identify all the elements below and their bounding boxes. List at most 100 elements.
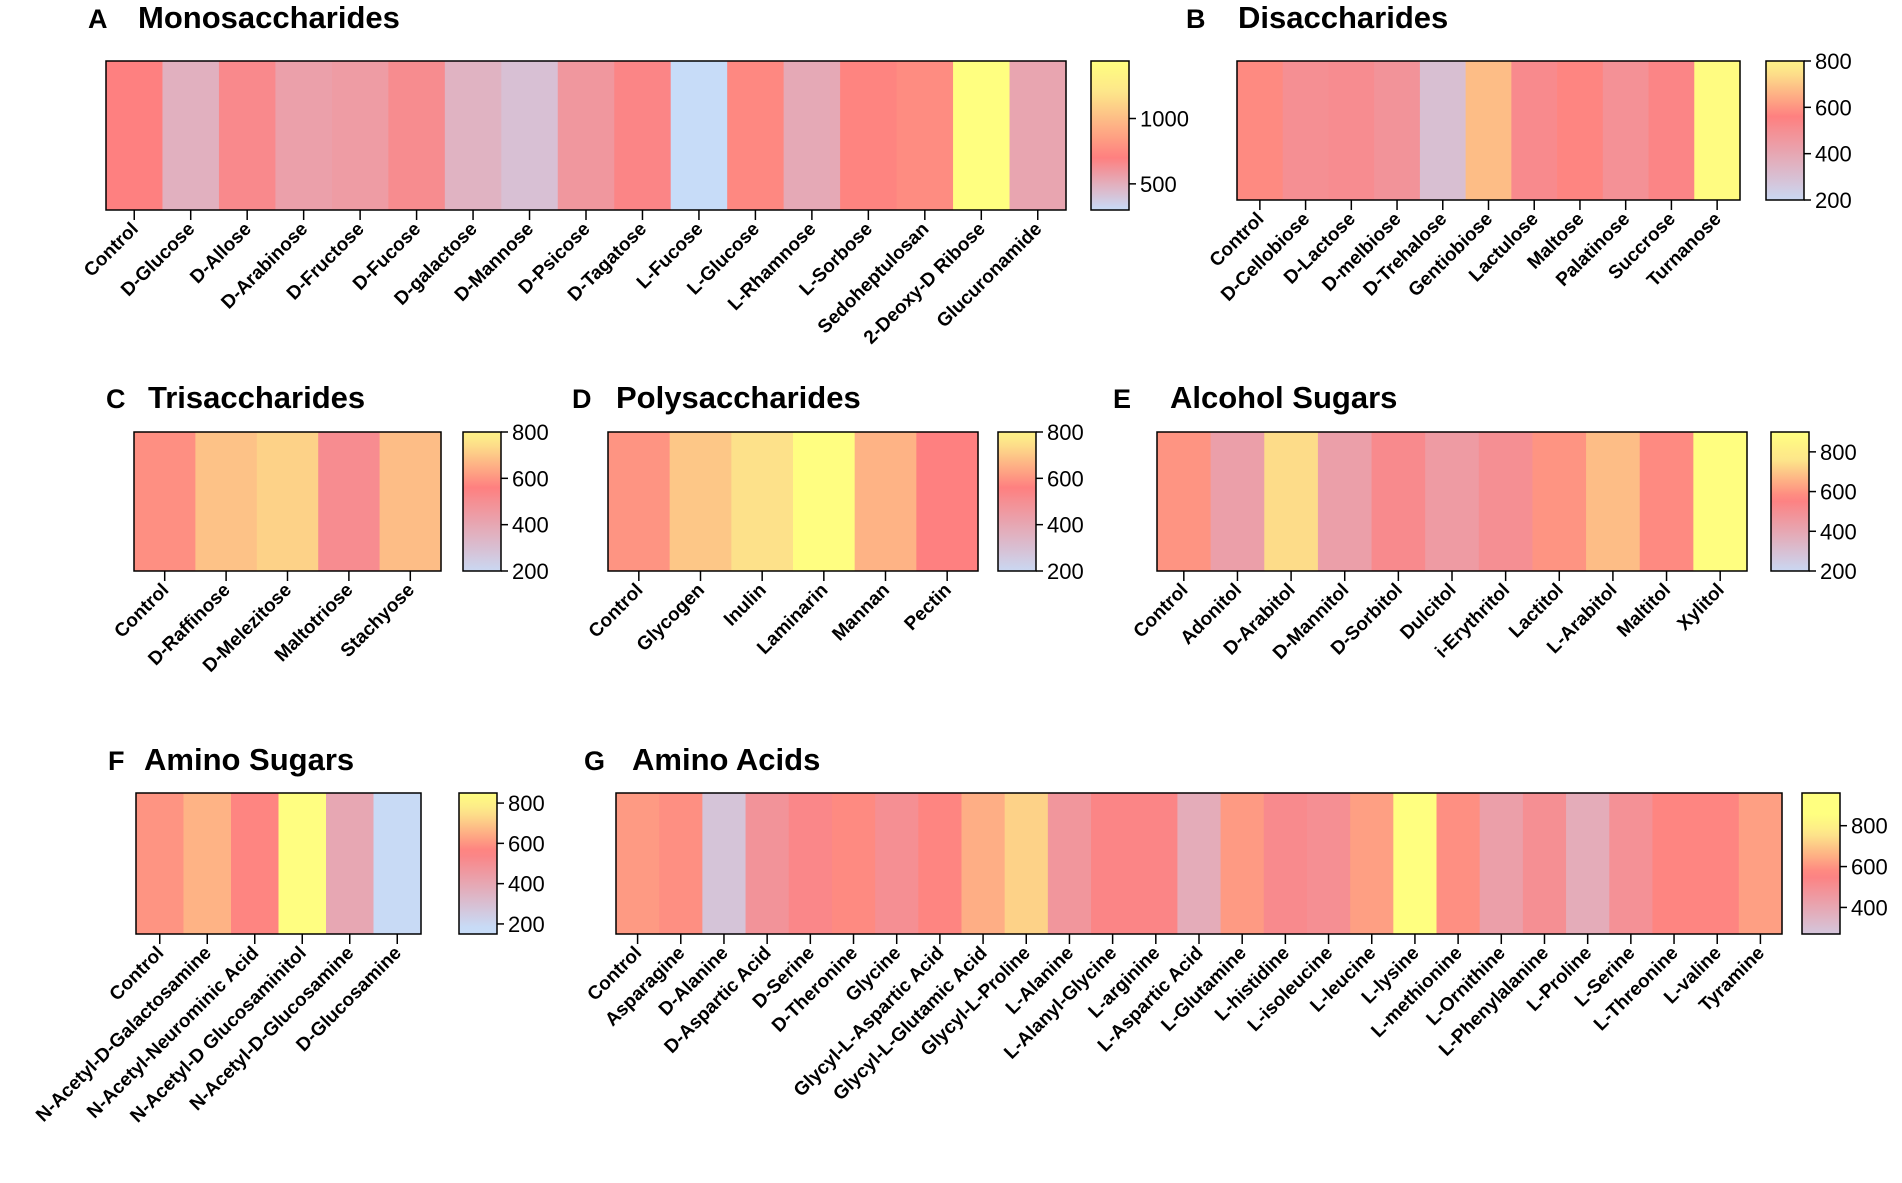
colorbar-tick-label: 1000 <box>1140 107 1189 132</box>
heatmap-cell <box>183 793 232 934</box>
colorbar-tick-label: 200 <box>512 559 549 584</box>
heatmap-cell <box>745 793 790 934</box>
category-label: Control <box>585 580 648 643</box>
colorbar <box>997 431 1037 572</box>
heatmap-cell <box>195 432 258 571</box>
heatmap-cell <box>1602 61 1650 200</box>
heatmap-cell <box>1425 432 1480 571</box>
heatmap-cell <box>1586 432 1641 571</box>
panel-letter: E <box>1113 384 1131 414</box>
heatmap-cell <box>1465 61 1512 200</box>
heatmap-cell <box>793 432 856 571</box>
heatmap-cell <box>1478 432 1534 571</box>
colorbar-tick-label: 200 <box>1815 188 1852 213</box>
heatmap-cell <box>1009 61 1067 210</box>
heatmap-cell <box>1648 61 1695 200</box>
colorbar-tick-label: 600 <box>1851 855 1888 880</box>
heatmap-cell <box>1282 61 1330 200</box>
colorbar <box>1090 60 1130 211</box>
colorbar-tick-label: 600 <box>508 831 545 856</box>
category-label: Glucuronamide <box>933 219 1046 332</box>
heatmap-cell <box>1220 793 1265 934</box>
heatmap-cell <box>1328 61 1375 200</box>
colorbar-tick-label: 400 <box>1815 142 1852 167</box>
heatmap-cell <box>134 432 196 571</box>
heatmap-cell <box>831 793 876 934</box>
heatmap-cell <box>840 61 898 210</box>
heatmap-frame <box>135 792 422 935</box>
heatmap-cell <box>1004 793 1049 934</box>
category-label: Mannan <box>828 580 894 646</box>
heatmap-cell <box>318 432 381 571</box>
heatmap-cell <box>614 61 672 210</box>
heatmap-cell <box>162 61 220 210</box>
heatmap-cell <box>953 61 1011 210</box>
heatmap-cell <box>783 61 841 210</box>
heatmap-cell <box>788 793 833 934</box>
heatmap-cell <box>1419 61 1467 200</box>
category-label: Control <box>111 580 174 643</box>
colorbar-tick-label: 200 <box>1047 559 1084 584</box>
colorbar-tick-label: 400 <box>1047 513 1084 538</box>
category-label: Maltitol <box>1613 580 1675 642</box>
heatmap-cell <box>218 61 277 210</box>
heatmap-cell <box>373 793 422 934</box>
heatmap-cell <box>1532 432 1587 571</box>
colorbar-tick-label: 800 <box>512 420 549 445</box>
category-label: Pectin <box>901 580 956 635</box>
heatmap-cell <box>670 61 728 210</box>
heatmap-cell <box>1566 793 1610 934</box>
heatmap-cell <box>1306 793 1351 934</box>
heatmap-cell <box>1693 432 1748 571</box>
colorbar-tick-label: 800 <box>1047 420 1084 445</box>
colorbar <box>1770 431 1810 572</box>
colorbar-tick-label: 400 <box>512 513 549 538</box>
panel-letter: B <box>1186 4 1206 34</box>
heatmap-cell <box>1134 793 1179 934</box>
heatmap-cell <box>875 793 919 934</box>
colorbar-tick-label: 600 <box>1820 480 1857 505</box>
heatmap-cell <box>1047 793 1092 934</box>
heatmap-cell <box>1371 432 1426 571</box>
panel-title: Trisaccharides <box>148 380 365 415</box>
heatmap-cell <box>669 432 732 571</box>
colorbar-tick-label: 400 <box>1851 895 1888 920</box>
colorbar <box>462 431 502 572</box>
panel-A: A MonosaccharidesControlD-GlucoseD-Allose… <box>80 0 1189 349</box>
heatmap-cell <box>1350 793 1394 934</box>
heatmap-cell <box>331 61 389 210</box>
heatmap-cell <box>256 432 319 571</box>
panel-letter: D <box>572 384 592 414</box>
heatmap-cell <box>1738 793 1783 934</box>
heatmap-cell <box>1639 432 1694 571</box>
heatmap-cell <box>388 61 446 210</box>
heatmap-frame <box>607 431 979 572</box>
colorbar <box>1801 792 1841 935</box>
heatmap-cell <box>1695 793 1740 934</box>
panel-title: Monosaccharides <box>138 0 400 35</box>
heatmap-cell <box>1436 793 1481 934</box>
colorbar-tick-label: 800 <box>1820 440 1857 465</box>
heatmap-cell <box>1393 793 1438 934</box>
colorbar-tick-label: 200 <box>1820 559 1857 584</box>
heatmap-cell <box>1263 793 1308 934</box>
heatmap-cell <box>106 61 164 210</box>
heatmap-cell <box>1210 432 1265 571</box>
heatmap-cell <box>231 793 280 934</box>
heatmap-cell <box>727 61 785 210</box>
colorbar-tick-label: 400 <box>1820 519 1857 544</box>
colorbar-tick-label: 500 <box>1140 172 1177 197</box>
colorbar <box>1765 60 1805 201</box>
heatmap-cell <box>1511 61 1558 200</box>
colorbar-tick-label: 800 <box>1851 814 1888 839</box>
colorbar-tick-label: 800 <box>1815 49 1852 74</box>
panel-letter: G <box>584 746 605 776</box>
heatmap-cell <box>501 61 559 210</box>
heatmap-cell <box>136 793 185 934</box>
panel-letter: F <box>108 746 125 776</box>
heatmap-cell <box>1317 432 1373 571</box>
panel-title: Alcohol Sugars <box>1170 380 1397 415</box>
panel-F: F Amino SugarsControlN-Acetyl-D-Galactosa… <box>32 742 545 1127</box>
heatmap-cell <box>1237 61 1284 200</box>
